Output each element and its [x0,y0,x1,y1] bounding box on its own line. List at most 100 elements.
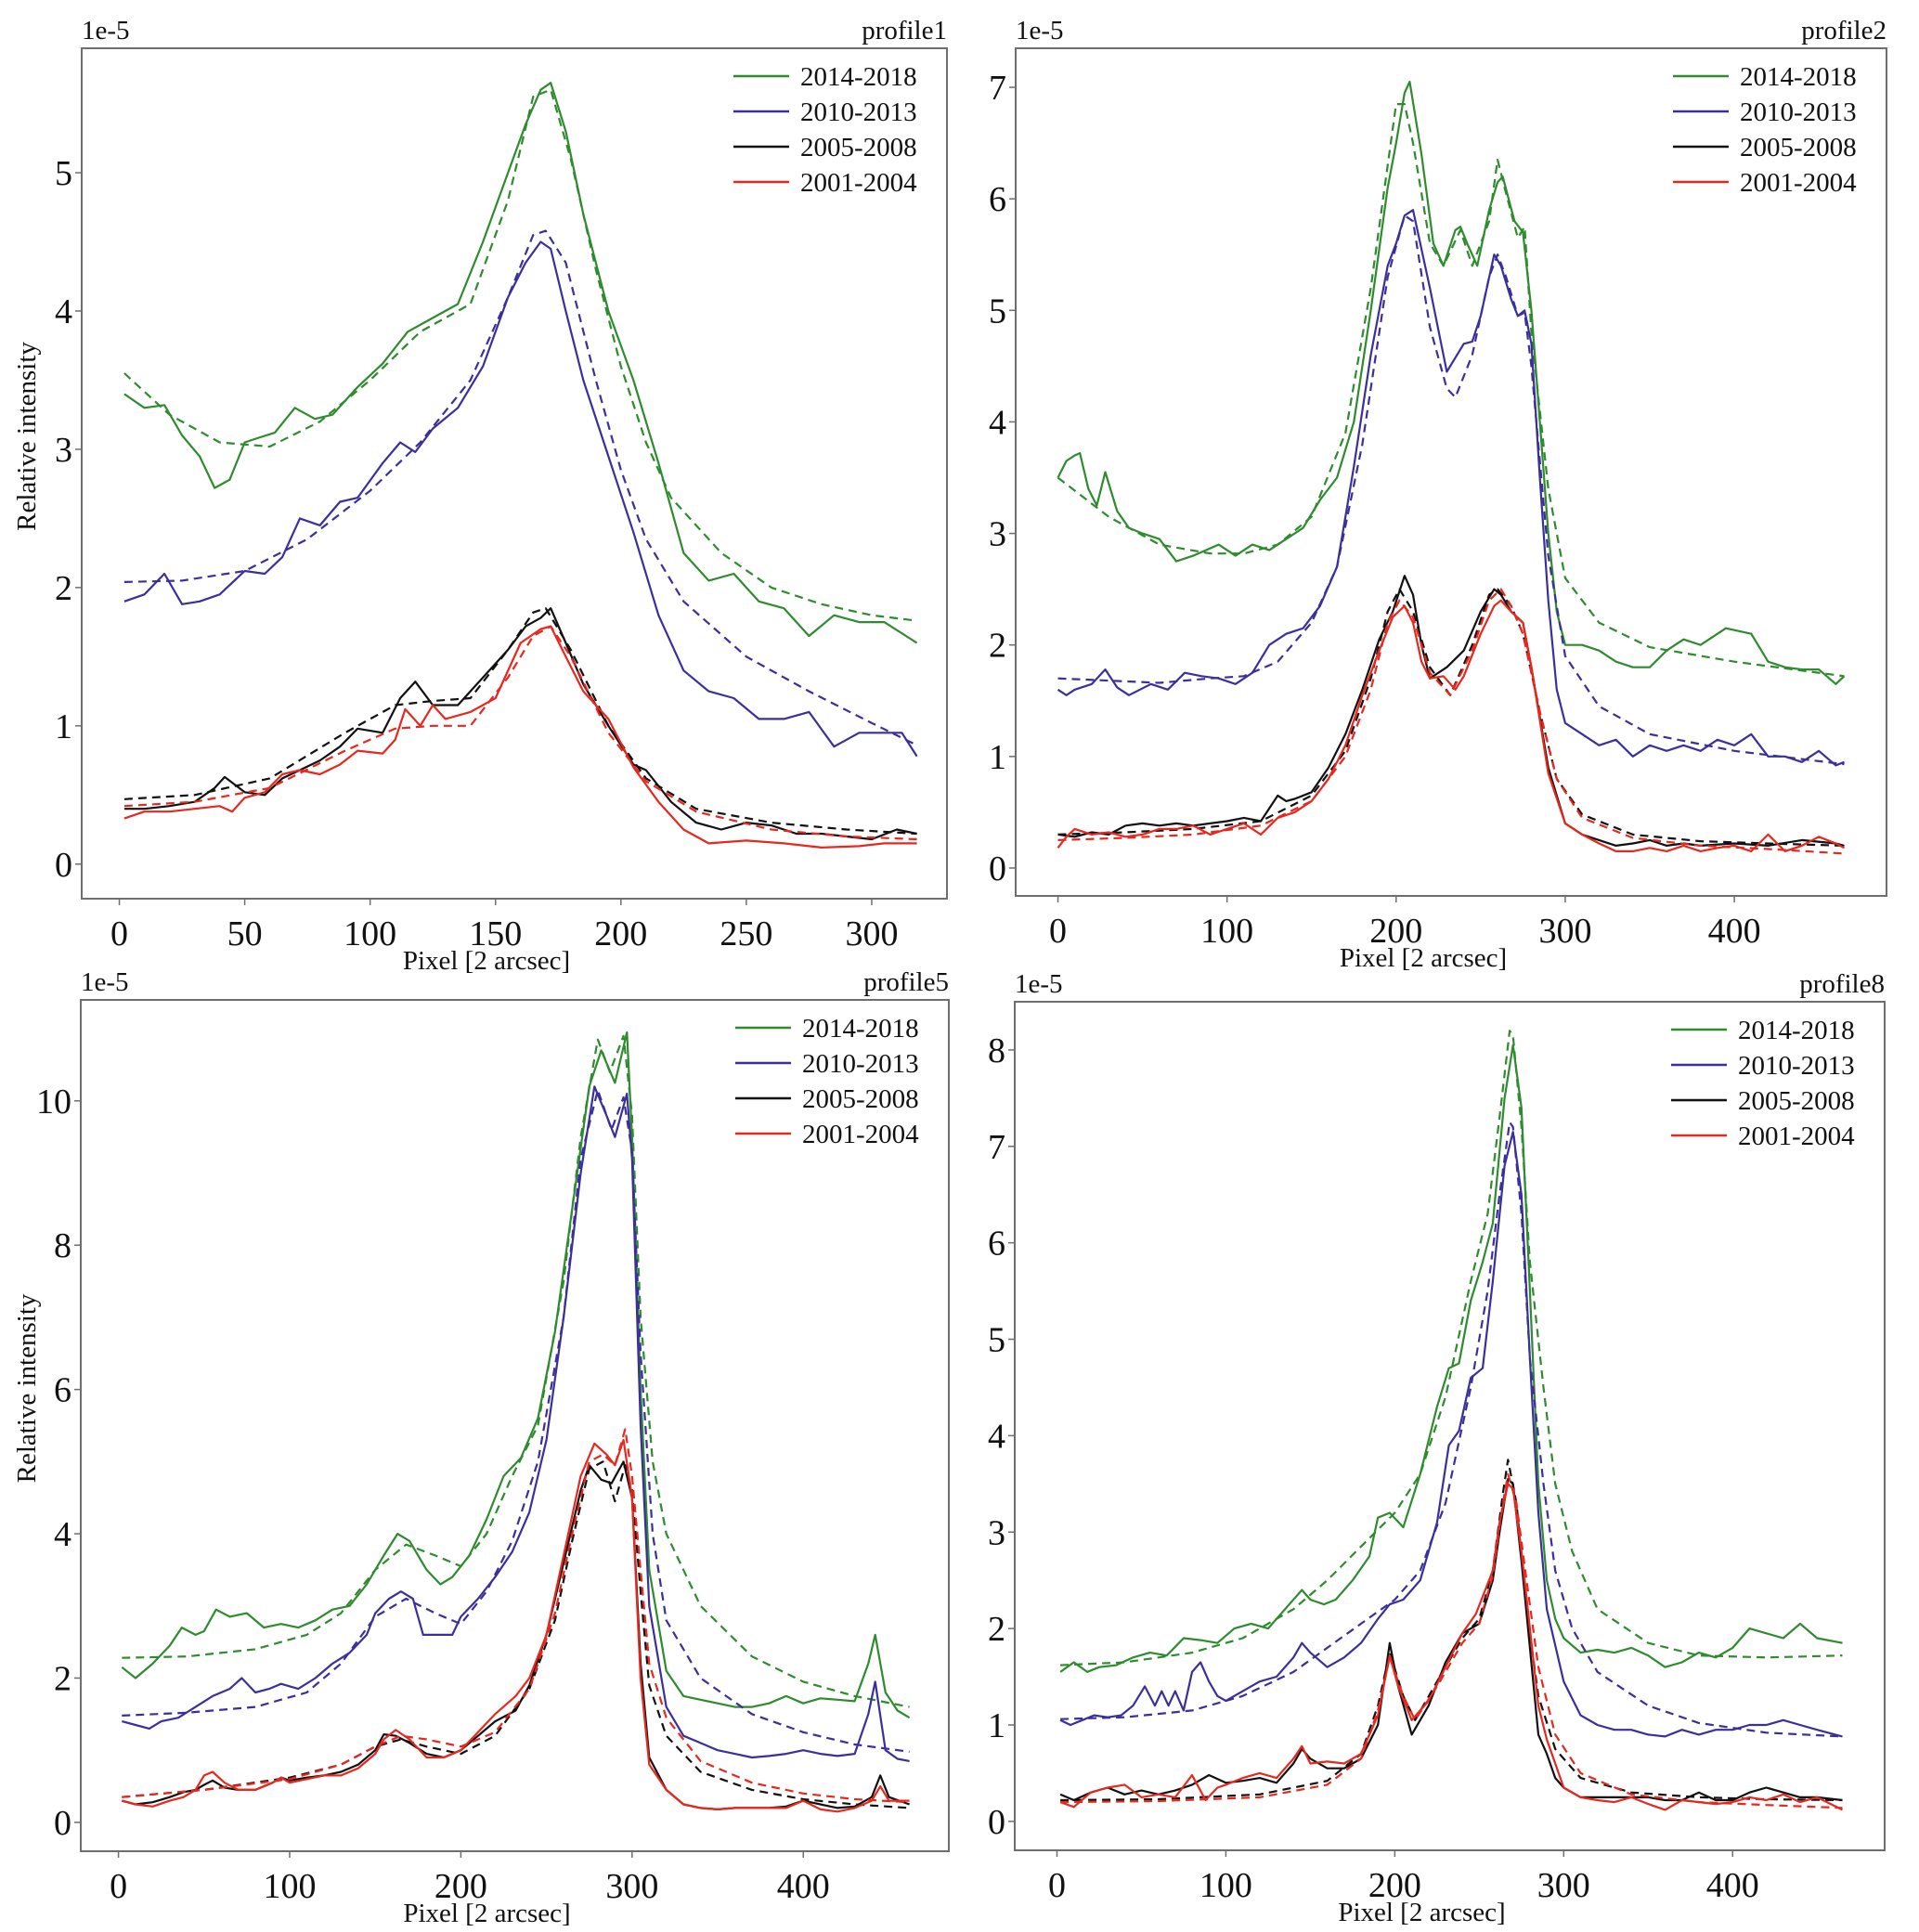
y-tick-label: 0 [988,1803,1005,1842]
panel-title: profile8 [1799,969,1885,999]
legend-label: 2001-2004 [800,168,917,198]
y-tick-label: 7 [989,69,1006,108]
x-tick-label: 100 [1200,912,1253,951]
y-tick-label: 10 [36,1083,71,1122]
series-2014-2018-fit [123,88,917,622]
plot-area [1059,1030,1843,1811]
y-tick-label: 0 [54,1804,71,1843]
y-tick-label: 5 [989,292,1006,331]
series-2014-2018-observed [1059,1044,1843,1674]
series-2005-2008-fit [1060,1459,1843,1802]
panel-profile8: 0 100 200 300 400 0 1 2 3 4 5 6 7 8 Pixel [2 arcsec] 1e… [988,969,1886,1927]
series-2001-2004-fit [1060,1472,1843,1809]
x-axis-label: Pixel [2 arcsec] [1338,1898,1505,1927]
series-2001-2004-fit [122,1428,910,1804]
series-2001-2004-observed [123,625,917,849]
y-tick-label: 4 [55,292,72,331]
y-tick-label: 2 [55,569,72,608]
plot-area [1057,80,1846,855]
y-tick-label: 8 [988,1031,1005,1070]
series-2014-2018-observed [123,82,918,644]
series-2014-2018-fit [1057,102,1845,678]
plot-area [121,1031,911,1813]
series-2001-2004-observed [1059,1483,1843,1811]
series-2014-2018-fit [122,1034,910,1708]
series-2010-2013-observed [122,1085,910,1762]
series-2005-2008-observed [123,607,917,841]
legend-label: 2001-2004 [1740,168,1857,198]
x-tick-label: 0 [1049,912,1067,951]
y-tick-label: 4 [54,1515,71,1554]
panel-profile5: 0 100 200 300 400 0 2 4 6 8 10 Pixel [2 arcsec] Rela… [12,967,950,1928]
x-axis-label: Pixel [2 arcsec] [403,946,570,976]
y-scale-offset: 1e-5 [1016,16,1064,45]
series-2005-2008-fit [122,1460,910,1809]
x-tick-label: 100 [344,914,396,953]
x-tick-label: 250 [720,914,772,953]
y-tick-label: 6 [989,180,1006,219]
panel-title: profile1 [862,16,947,45]
y-scale-offset: 1e-5 [82,16,130,45]
panel-profile1: 0 50 100 150 200 250 300 0 1 2 3 4 5 Pixel [2 arcsec]… [12,16,948,976]
legend: 2014-2018 2010-2013 2005-2008 2001-2004 [733,62,917,198]
x-tick-label: 300 [845,914,898,953]
y-axis-label: Relative intensity [12,342,42,531]
y-tick-label: 3 [55,431,72,470]
y-tick-label: 2 [54,1659,71,1698]
panel-title: profile5 [863,967,949,997]
series-2010-2013-fit [1057,214,1845,766]
y-tick-label: 1 [989,738,1006,777]
y-tick-label: 5 [988,1321,1005,1360]
axes-frame [81,47,948,900]
series-2010-2013-observed [1057,209,1845,767]
y-tick-label: 5 [55,154,72,193]
legend: 2014-2018 2010-2013 2005-2008 2001-2004 [1673,62,1857,198]
y-tick-label: 6 [54,1371,71,1410]
series-2005-2008-fit [1057,588,1845,847]
y-tick-label: 1 [988,1706,1005,1745]
legend-label: 2005-2008 [1738,1086,1855,1116]
legend-label: 2010-2013 [800,97,917,127]
series-2001-2004-fit [1057,588,1845,855]
x-tick-label: 300 [1537,1866,1590,1905]
x-axis-label: Pixel [2 arcsec] [1340,943,1507,973]
x-tick-label: 400 [1706,1866,1759,1905]
y-tick-label: 2 [988,1610,1005,1649]
legend-label: 2010-2013 [1738,1051,1855,1081]
panel-title: profile2 [1801,16,1887,45]
legend-label: 2005-2008 [802,1084,919,1114]
series-2001-2004-fit [123,625,917,841]
x-tick-label: 200 [1368,1866,1421,1905]
x-tick-label: 150 [469,914,522,953]
series-2010-2013-fit [1060,1121,1843,1738]
y-tick-label: 4 [989,403,1006,442]
y-axis-label: Relative intensity [12,1293,42,1483]
x-tick-label: 100 [263,1867,316,1906]
x-axis-label: Pixel [2 arcsec] [403,1899,570,1928]
series-2010-2013-fit [122,1088,910,1753]
panel-profile2: 0 100 200 300 400 0 1 2 3 4 5 6 7 Pixel [2 arcsec] 1e-… [989,16,1887,973]
y-tick-label: 4 [988,1417,1005,1456]
x-tick-label: 100 [1199,1866,1252,1905]
legend: 2014-2018 2010-2013 2005-2008 2001-2004 [1671,1016,1855,1151]
legend-label: 2014-2018 [1738,1016,1855,1045]
x-tick-label: 400 [1708,912,1761,951]
y-scale-offset: 1e-5 [81,967,129,997]
plot-area [123,82,918,849]
x-tick-label: 300 [1538,912,1591,951]
series-2005-2008-observed [1057,575,1845,848]
legend-label: 2010-2013 [1740,97,1857,127]
y-scale-offset: 1e-5 [1015,969,1063,999]
y-tick-label: 1 [55,707,72,746]
y-tick-label: 7 [988,1128,1005,1167]
x-tick-label: 0 [110,914,128,953]
x-tick-label: 400 [777,1867,830,1906]
axes-frame [1015,47,1887,897]
y-tick-label: 3 [989,515,1006,554]
legend-label: 2001-2004 [1738,1122,1855,1151]
y-tick-label: 6 [988,1225,1005,1264]
series-2010-2013-observed [1059,1131,1843,1738]
series-2005-2008-fit [123,607,917,836]
y-tick-label: 2 [989,627,1006,666]
